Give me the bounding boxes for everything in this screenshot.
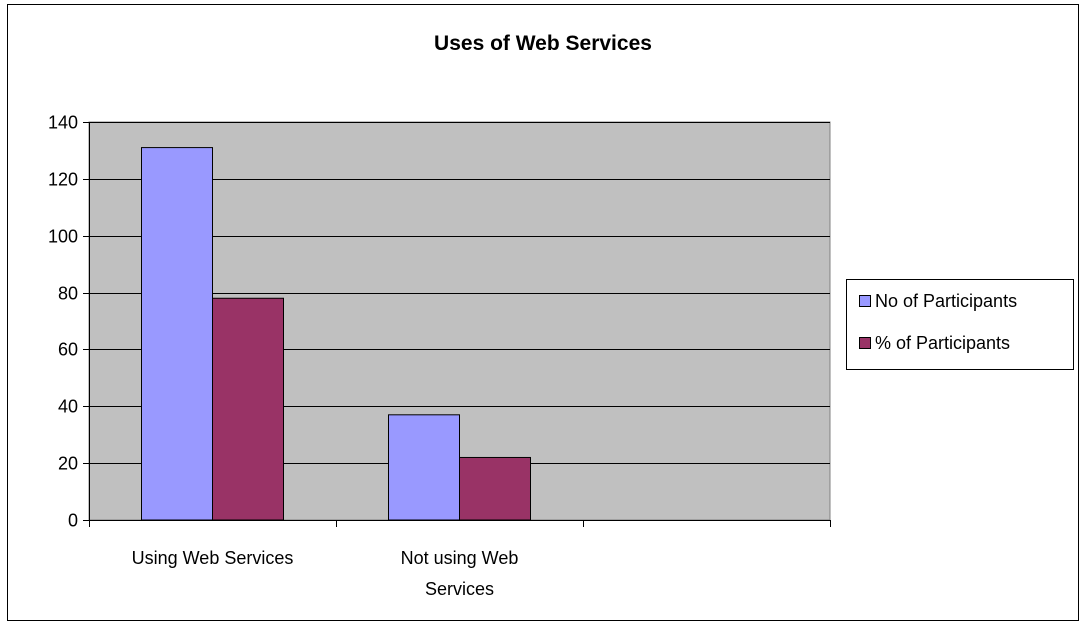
legend-box <box>846 279 1074 370</box>
y-tick-label: 80 <box>58 284 78 304</box>
y-tick-label: 60 <box>58 340 78 360</box>
y-tick-label: 40 <box>58 397 78 417</box>
y-tick-label: 0 <box>68 511 78 531</box>
x-tick-label: Using Web Services <box>132 548 294 568</box>
legend-swatch <box>859 337 871 349</box>
legend-label: No of Participants <box>875 291 1017 311</box>
legend: No of Participants % of Participants <box>846 279 1074 370</box>
chart-title: Uses of Web Services <box>434 32 652 55</box>
bar <box>388 414 460 521</box>
y-tick-label: 100 <box>48 227 78 247</box>
plot-area: 0 20 40 60 80 100 120 140 Using Web Services Not … <box>48 113 831 599</box>
y-tick-label: 20 <box>58 454 78 474</box>
legend-swatch <box>859 295 871 307</box>
x-tick-label: Not using Web <box>401 548 519 568</box>
y-tick-label: 120 <box>48 170 78 190</box>
bar <box>212 297 284 521</box>
bar <box>459 456 531 521</box>
legend-label: % of Participants <box>875 333 1010 353</box>
y-tick-label: 140 <box>48 113 78 133</box>
bar <box>141 147 213 521</box>
x-tick-label: Services <box>425 579 494 599</box>
